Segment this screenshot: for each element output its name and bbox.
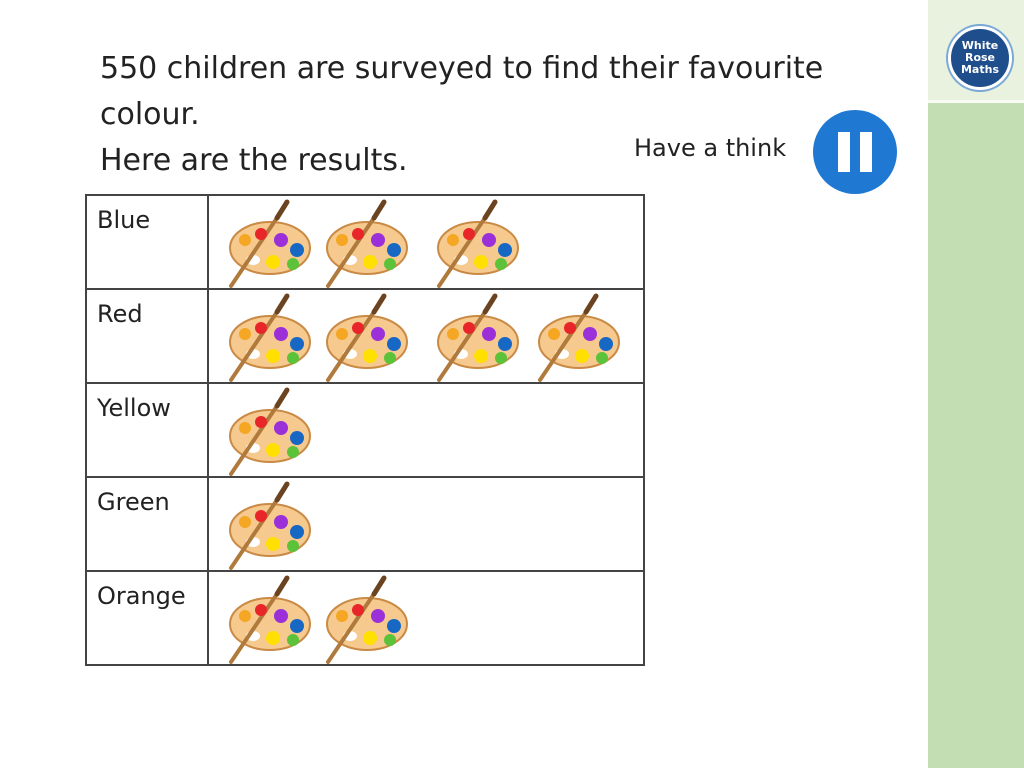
paint-palette-icon (326, 293, 408, 382)
paint-palette-icon (229, 199, 311, 288)
paint-palette-icon (437, 293, 519, 382)
pause-icon (838, 132, 850, 172)
pause-button[interactable] (813, 110, 897, 194)
category-label: Blue (85, 194, 209, 290)
logo-line-1: White (961, 39, 999, 52)
paint-palette-icon (229, 387, 311, 476)
paint-palette-icon (229, 575, 311, 664)
category-label: Yellow (85, 382, 209, 478)
pictogram-row: Blue (85, 194, 645, 290)
question-text: 550 children are surveyed to find their … (100, 46, 900, 184)
category-icons-cell (207, 194, 645, 290)
logo-line-2: Rose (964, 51, 996, 64)
logo-line-3: Maths (960, 63, 999, 76)
question-line-2: colour. (100, 97, 200, 132)
pictogram-row: Green (85, 476, 645, 572)
paint-palette-icon (538, 293, 620, 382)
paint-palette-icon (326, 575, 408, 664)
have-a-think-label: Have a think (634, 134, 787, 162)
paint-palette-icon (437, 199, 519, 288)
category-label: Orange (85, 570, 209, 666)
pictogram-row: Red (85, 288, 645, 384)
paint-palette-icon (229, 481, 311, 570)
category-icons-cell (207, 570, 645, 666)
pictogram-table: Blue Red Yellow Green Orange (85, 194, 645, 666)
paint-palette-icon (326, 199, 408, 288)
category-label: Green (85, 476, 209, 572)
pause-icon-bar (860, 132, 872, 172)
pictogram-row: Yellow (85, 382, 645, 478)
question-line-1: 550 children are surveyed to find their … (100, 51, 824, 86)
category-icons-cell (207, 382, 645, 478)
question-line-3: Here are the results. (100, 143, 408, 178)
category-icons-cell (207, 476, 645, 572)
category-icons-cell (207, 288, 645, 384)
sidebar (928, 0, 1024, 768)
white-rose-maths-logo: White Rose Maths (948, 26, 1012, 90)
paint-palette-icon (229, 293, 311, 382)
category-label: Red (85, 288, 209, 384)
pictogram-row: Orange (85, 570, 645, 666)
